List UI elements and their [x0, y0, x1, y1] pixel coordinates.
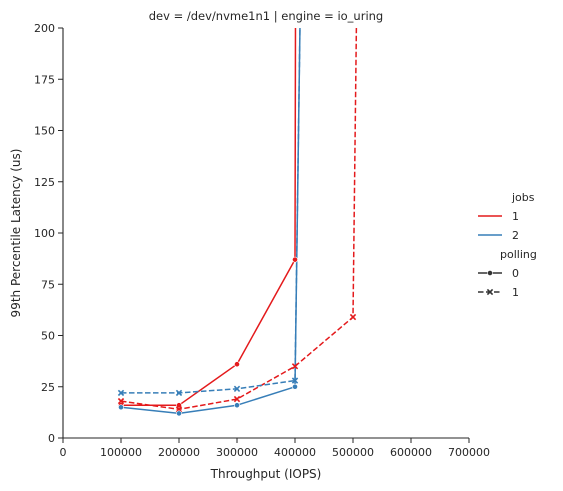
y-tick-label: 100 [34, 227, 55, 240]
legend-title-polling: polling [500, 248, 537, 261]
data-point-jobs1-polling1 [350, 314, 355, 319]
y-tick-label: 125 [34, 176, 55, 189]
legend: jobs 1 2 polling 0 1 [478, 191, 537, 299]
data-point-jobs2-polling0 [292, 384, 297, 389]
legend-title-jobs: jobs [511, 191, 535, 204]
x-axis-label: Throughput (IOPS) [210, 467, 322, 481]
series-line-jobs1-polling1 [121, 0, 357, 409]
y-tick-label: 25 [41, 381, 55, 394]
y-tick-label: 150 [34, 125, 55, 138]
legend-marker-polling-0 [487, 270, 492, 275]
y-tick-label: 50 [41, 330, 55, 343]
y-axis-label: 99th Percentile Latency (us) [9, 149, 23, 318]
x-tick-label: 300000 [216, 446, 258, 459]
legend-label-jobs-2: 2 [512, 229, 519, 242]
data-point-jobs2-polling0 [234, 403, 239, 408]
y-tick-label: 0 [48, 432, 55, 445]
legend-label-polling-0: 0 [512, 267, 519, 280]
series-layer [121, 0, 357, 413]
data-point-jobs1-polling0 [234, 362, 239, 367]
x-tick-label: 400000 [274, 446, 316, 459]
legend-label-polling-1: 1 [512, 286, 519, 299]
chart-title: dev = /dev/nvme1n1 | engine = io_uring [149, 9, 384, 23]
y-tick-label: 175 [34, 73, 55, 86]
axes: 0 100000 200000 300000 400000 500000 600000 700… [34, 22, 490, 459]
series-line-jobs1-polling0 [121, 0, 296, 405]
x-tick-label: 500000 [332, 446, 374, 459]
y-tick-label: 200 [34, 22, 55, 35]
x-tick-label: 700000 [448, 446, 490, 459]
data-point-jobs1-polling0 [292, 257, 297, 262]
x-tick-label: 600000 [390, 446, 432, 459]
x-tick-label: 200000 [158, 446, 200, 459]
x-tick-label: 100000 [100, 446, 142, 459]
data-point-jobs2-polling0 [118, 405, 123, 410]
series-line-jobs2-polling1 [121, 0, 301, 393]
y-tick-label: 75 [41, 278, 55, 291]
series-line-jobs2-polling0 [121, 0, 301, 413]
data-point-jobs2-polling0 [176, 411, 181, 416]
x-tick-label: 0 [60, 446, 67, 459]
legend-label-jobs-1: 1 [512, 210, 519, 223]
